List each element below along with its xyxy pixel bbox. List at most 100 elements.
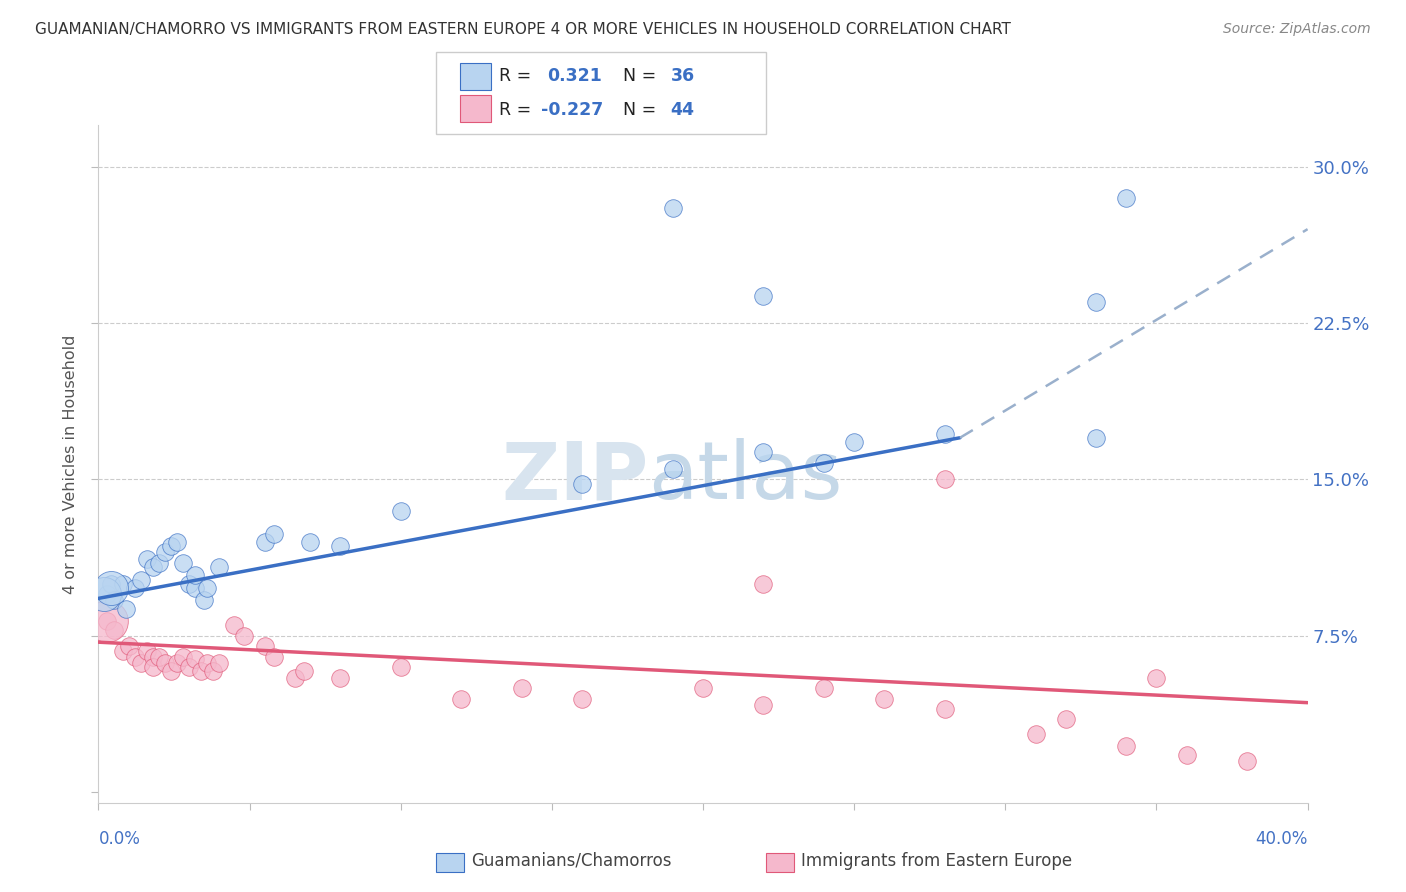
- Text: N =: N =: [623, 67, 662, 85]
- Point: [142, 560, 165, 574]
- Point: [148, 649, 170, 664]
- Point: [184, 581, 207, 595]
- Point: [571, 476, 593, 491]
- Point: [208, 656, 231, 670]
- Point: [96, 587, 118, 601]
- Text: 36: 36: [671, 67, 695, 85]
- Point: [934, 473, 956, 487]
- Point: [100, 576, 122, 591]
- Point: [253, 640, 276, 654]
- Point: [195, 656, 218, 670]
- Text: ZIP: ZIP: [502, 438, 648, 516]
- Point: [1236, 754, 1258, 768]
- Point: [114, 602, 136, 616]
- Point: [103, 623, 125, 637]
- Point: [96, 615, 118, 629]
- Point: [148, 556, 170, 570]
- Point: [1085, 295, 1108, 310]
- Point: [934, 702, 956, 716]
- Point: [263, 649, 285, 664]
- Text: 0.0%: 0.0%: [98, 830, 141, 848]
- Point: [329, 539, 352, 553]
- Text: Guamanians/Chamorros: Guamanians/Chamorros: [471, 852, 672, 870]
- Point: [96, 615, 118, 629]
- Point: [100, 581, 122, 595]
- Point: [389, 660, 412, 674]
- Point: [118, 640, 141, 654]
- Point: [195, 581, 218, 595]
- Point: [813, 456, 835, 470]
- Point: [1115, 191, 1137, 205]
- Point: [93, 587, 115, 601]
- Text: R =: R =: [499, 101, 537, 119]
- Text: 0.321: 0.321: [547, 67, 602, 85]
- Point: [662, 462, 685, 476]
- Point: [752, 289, 775, 303]
- Point: [142, 649, 165, 664]
- Point: [752, 576, 775, 591]
- Text: N =: N =: [623, 101, 662, 119]
- Point: [752, 445, 775, 459]
- Point: [1054, 712, 1077, 726]
- Y-axis label: 4 or more Vehicles in Household: 4 or more Vehicles in Household: [63, 334, 79, 593]
- Point: [166, 656, 188, 670]
- Point: [224, 618, 246, 632]
- Point: [208, 560, 231, 574]
- Point: [662, 202, 685, 216]
- Point: [179, 660, 201, 674]
- Point: [190, 665, 212, 679]
- Point: [129, 656, 152, 670]
- Point: [299, 535, 322, 549]
- Point: [111, 643, 134, 657]
- Point: [160, 665, 183, 679]
- Text: GUAMANIAN/CHAMORRO VS IMMIGRANTS FROM EASTERN EUROPE 4 OR MORE VEHICLES IN HOUSE: GUAMANIAN/CHAMORRO VS IMMIGRANTS FROM EA…: [35, 22, 1011, 37]
- Point: [124, 581, 146, 595]
- Point: [166, 535, 188, 549]
- Point: [179, 576, 201, 591]
- Point: [253, 535, 276, 549]
- Point: [1085, 431, 1108, 445]
- Point: [844, 434, 866, 449]
- Point: [389, 504, 412, 518]
- Point: [160, 539, 183, 553]
- Point: [873, 691, 896, 706]
- Point: [1115, 739, 1137, 754]
- Point: [510, 681, 533, 695]
- Point: [184, 568, 207, 582]
- Point: [329, 671, 352, 685]
- Point: [153, 545, 176, 559]
- Point: [172, 649, 194, 664]
- Point: [1175, 747, 1198, 762]
- Point: [1024, 727, 1046, 741]
- Text: atlas: atlas: [648, 438, 844, 516]
- Point: [111, 576, 134, 591]
- Text: Immigrants from Eastern Europe: Immigrants from Eastern Europe: [801, 852, 1073, 870]
- Point: [232, 629, 254, 643]
- Point: [752, 698, 775, 712]
- Point: [135, 551, 157, 566]
- Text: 40.0%: 40.0%: [1256, 830, 1308, 848]
- Point: [153, 656, 176, 670]
- Point: [292, 665, 315, 679]
- Point: [172, 556, 194, 570]
- Point: [263, 526, 285, 541]
- Point: [1144, 671, 1167, 685]
- Point: [135, 643, 157, 657]
- Point: [934, 426, 956, 441]
- Point: [202, 665, 225, 679]
- Text: 44: 44: [671, 101, 695, 119]
- Text: R =: R =: [499, 67, 537, 85]
- Point: [129, 573, 152, 587]
- Point: [450, 691, 472, 706]
- Text: Source: ZipAtlas.com: Source: ZipAtlas.com: [1223, 22, 1371, 37]
- Point: [813, 681, 835, 695]
- Point: [184, 652, 207, 666]
- Point: [193, 593, 215, 607]
- Point: [142, 660, 165, 674]
- Point: [571, 691, 593, 706]
- Point: [103, 593, 125, 607]
- Point: [284, 671, 307, 685]
- Point: [692, 681, 714, 695]
- Point: [124, 649, 146, 664]
- Text: -0.227: -0.227: [541, 101, 603, 119]
